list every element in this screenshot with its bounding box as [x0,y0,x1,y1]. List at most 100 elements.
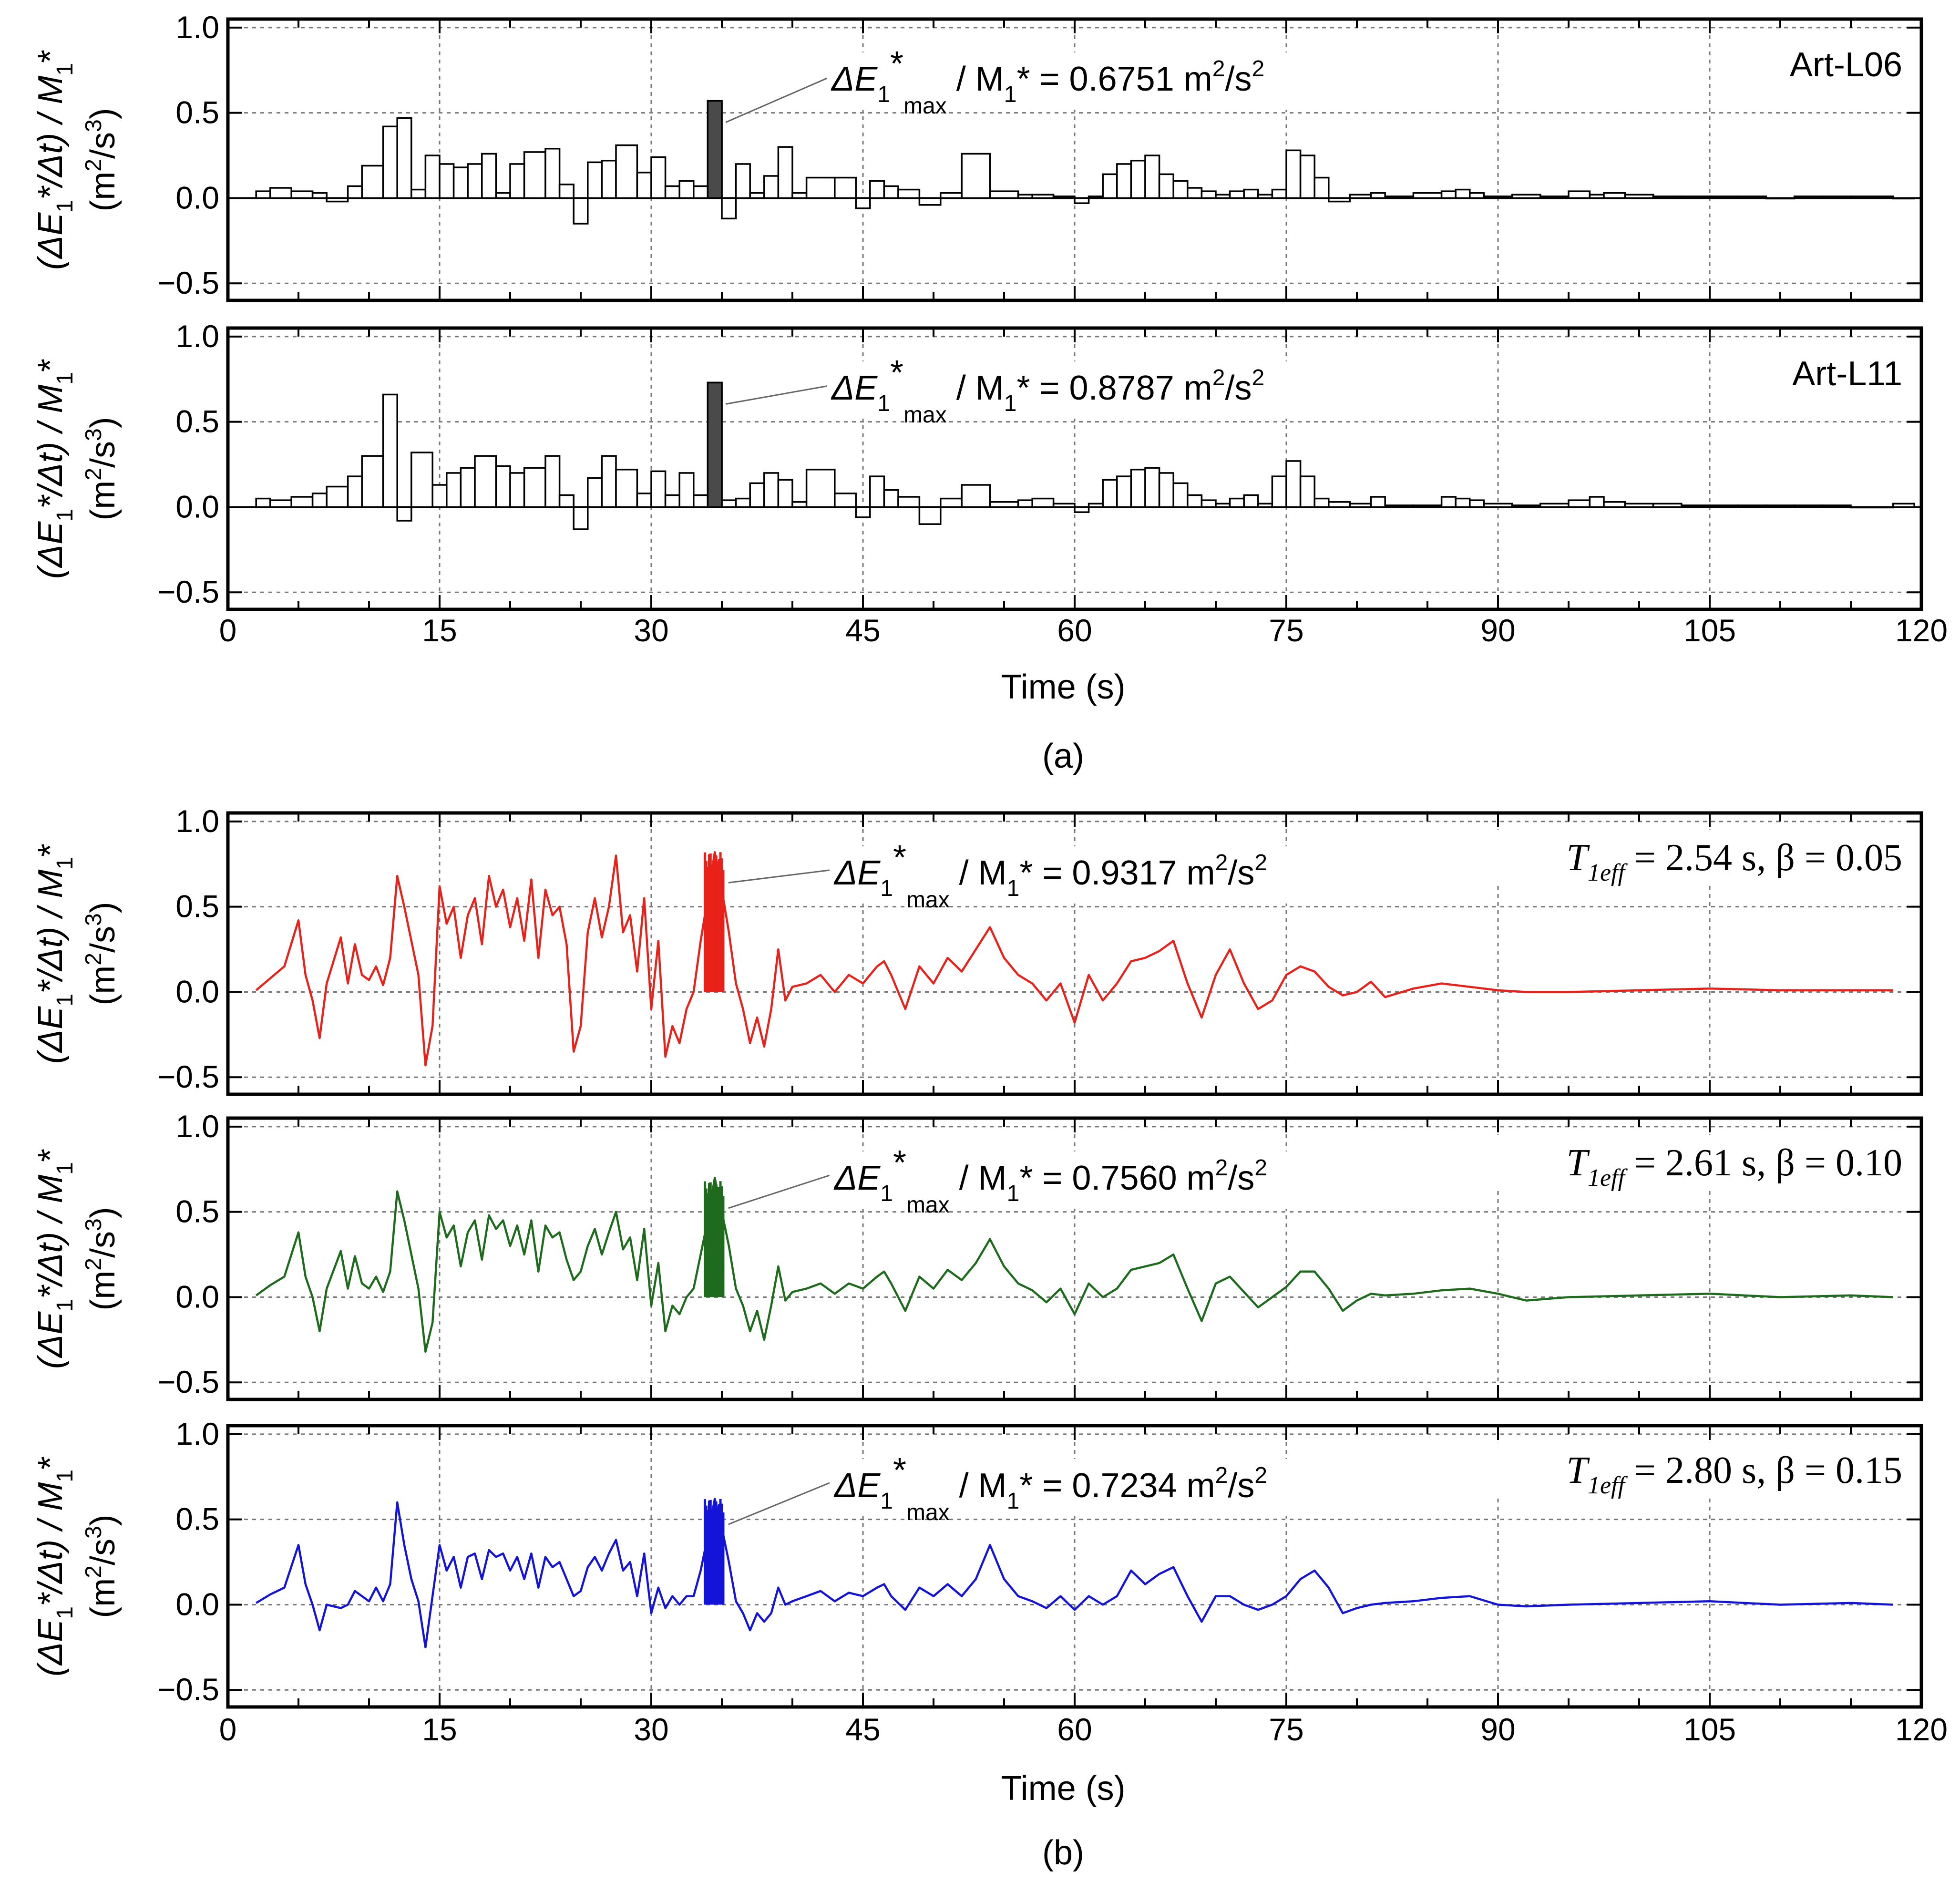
peak-annotation: ΔE1*max / M1* = 0.7560 m2/s2 [833,1144,1267,1218]
parameter-label-bg [1483,1135,1912,1187]
bar [1822,195,1852,199]
bar [424,154,441,199]
bar [805,469,836,508]
bar [678,472,695,508]
record-label: Art-L06 [1790,46,1902,84]
bar [1822,504,1852,508]
bar [961,153,991,199]
bar [1709,195,1739,199]
peak-annotation: ΔE1*max / M1* = 0.6751 m2/s2 [831,45,1264,119]
x-tick-label: 105 [1683,613,1736,648]
bar [1412,504,1443,508]
bar [269,187,292,199]
y-tick-label: 0.0 [175,1279,219,1314]
panel-a2: −0.5 0.0 0.5 1.0 ΔE1*max / M1* = 0.8787 m2/s… [31,319,1948,648]
bar [1539,195,1570,199]
bar [1737,504,1767,508]
bar [855,197,871,209]
parameter-label-bg [1483,830,1912,882]
y-tick-label: −0.5 [157,265,219,300]
bar [1031,497,1055,508]
bar [1681,504,1711,508]
bar [382,393,398,508]
bar [1187,494,1203,508]
bar [678,180,695,199]
bar [1144,467,1160,508]
y-tick-label: 1.0 [175,319,219,354]
bar [869,475,885,508]
bar [1215,503,1231,508]
plot-frame [226,811,1923,1096]
bar [989,501,1019,508]
y-axis-title-line2: (m2/s3) [81,417,122,520]
bar [474,455,497,508]
bar [255,497,271,508]
bar [918,197,942,206]
bar [326,197,349,203]
bar [1314,176,1330,199]
bar [495,465,511,508]
plot-frame [226,326,1923,611]
bar [735,497,751,508]
bar [1412,192,1443,199]
bar [410,188,427,199]
bar [1370,192,1386,199]
x-tick-label: 75 [1269,613,1303,648]
bar [1709,504,1739,508]
peak-bar [707,100,723,199]
peak-leader-line [725,75,832,123]
parameter-label-bg [1483,1442,1912,1495]
bar [636,493,652,508]
bar [1589,496,1605,508]
bar [1017,194,1033,199]
bar [1201,499,1217,508]
peak-annotation-bg [829,846,1397,904]
bar [763,175,780,199]
peak-annotation: ΔE1*max / M1* = 0.8787 m2/s2 [831,354,1264,428]
bar [382,125,398,199]
bar [1116,475,1132,508]
peak-annotation-bg [827,52,1394,110]
x-tick-label: 90 [1480,1712,1515,1747]
bar [1603,501,1626,508]
bar [1455,497,1471,508]
bar [1102,173,1118,199]
bar [1172,482,1189,508]
bar [544,455,561,508]
bar [361,455,384,508]
y-tick-label: −0.5 [157,1364,219,1399]
bar [290,496,314,508]
bar [446,472,462,508]
record-label-bg [1769,38,1912,86]
x-tick-label: 30 [634,1712,668,1747]
bar [1243,188,1259,199]
bar [509,472,525,508]
bar [1285,460,1302,508]
y-axis-title-line2: (m2/s3) [81,1514,122,1618]
bar [664,185,680,199]
bar [1074,197,1090,204]
y-axis-title-line1: (ΔE1*/Δt) / M1* [31,1149,78,1369]
y-axis-title-line2: (m2/s3) [81,902,122,1005]
bar [940,497,963,508]
x-tick-label: 120 [1895,613,1948,648]
y-tick-label: 0.0 [175,1586,219,1622]
peak-leader-line [728,869,830,884]
panel-b2: −0.5 0.0 0.5 1.0 ΔE1*max / M1* = 0.7560 m2/s… [31,1109,1923,1401]
bar [326,485,349,508]
bar [989,190,1019,199]
x-tick-label: 120 [1895,1712,1948,1747]
bar [834,493,857,508]
panel-a1: −0.5 0.0 0.5 1.0 ΔE1*max / M1* = 0.6751 m2/s… [31,10,1923,302]
bar [693,185,709,199]
parameter-label: T1eff = 2.61 s, β = 0.10 [1566,1142,1902,1192]
bar [601,160,617,199]
bar [1483,503,1513,508]
bar [481,153,497,199]
x-tick-label: 15 [422,613,457,648]
bar [940,192,963,199]
bar [1440,496,1457,508]
bar [1257,503,1273,508]
y-tick-label: 0.5 [175,95,219,130]
